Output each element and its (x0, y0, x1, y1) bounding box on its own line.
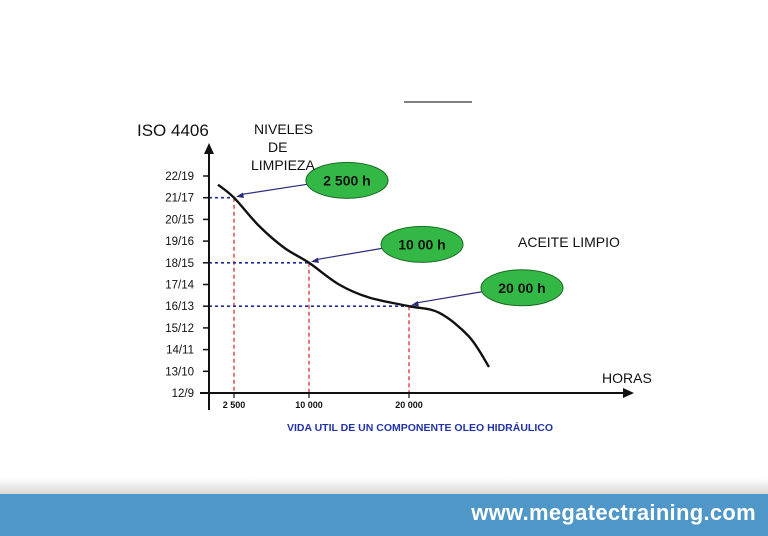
annotation-de: DE (268, 139, 287, 155)
x-tick-label: 10 000 (295, 400, 323, 410)
annotation-aceite-limpio: ACEITE LIMPIO (518, 234, 620, 250)
callout-bubble (480, 269, 564, 307)
chart: 12/9 13/10 14/11 15/12 16/13 17/14 18/15 19/16 2… (137, 101, 652, 434)
y-tick-label: 12/9 (172, 388, 194, 400)
y-tick-label: 19/16 (165, 236, 194, 248)
website-link[interactable]: www.megatectraining.com (471, 500, 756, 525)
callout-label: 10 00 h (398, 236, 445, 252)
callout-bubble (305, 161, 389, 199)
callout-arrow-icon (236, 192, 244, 199)
y-tick-label: 14/11 (166, 345, 194, 357)
annotation-niveles: NIVELES (254, 121, 313, 137)
x-axis-title: HORAS (602, 370, 652, 386)
y-tick-label: 18/15 (165, 258, 194, 270)
footer-bar: www.megatectraining.com (0, 494, 768, 536)
callout-arrow-icon (411, 301, 419, 307)
callout-label: 2 500 h (323, 172, 370, 188)
y-tick-labels: 12/9 13/10 14/11 15/12 16/13 17/14 18/15 19/16 2… (165, 171, 194, 400)
y-tick-label: 17/14 (165, 280, 194, 292)
annotation-limpieza: LIMPIEZA (251, 157, 315, 173)
callout-label: 20 00 h (498, 280, 545, 296)
callout-bubble (380, 225, 464, 263)
axis-ticks (203, 175, 410, 398)
y-tick-label: 22/19 (165, 171, 194, 183)
chart-caption: VIDA UTIL DE UN COMPONENTE OLEO HIDRÁULI… (287, 421, 553, 434)
guide-lines (209, 196, 410, 393)
y-axis-arrow-icon (204, 143, 214, 154)
y-tick-label: 21/17 (165, 193, 194, 205)
x-tick-labels: 2 500 10 000 20 000 (223, 400, 423, 410)
y-tick-label: 15/12 (165, 323, 194, 335)
footer-shadow (0, 478, 768, 494)
x-axis-arrow-icon (623, 388, 634, 398)
x-tick-label: 2 500 (223, 400, 246, 410)
callout-arrow-icon (311, 257, 319, 264)
callout-pointer (314, 247, 383, 261)
y-axis-title: ISO 4406 (137, 121, 209, 140)
y-tick-label: 16/13 (165, 301, 194, 313)
y-tick-label: 13/10 (165, 366, 194, 378)
data-curve (217, 183, 491, 368)
callout-pointer (414, 291, 483, 304)
callout-pointer (239, 183, 308, 196)
y-tick-label: 20/15 (165, 214, 194, 226)
x-tick-label: 20 000 (395, 400, 423, 410)
callouts: 2 500 h 10 00 h 20 00 h (236, 161, 564, 307)
